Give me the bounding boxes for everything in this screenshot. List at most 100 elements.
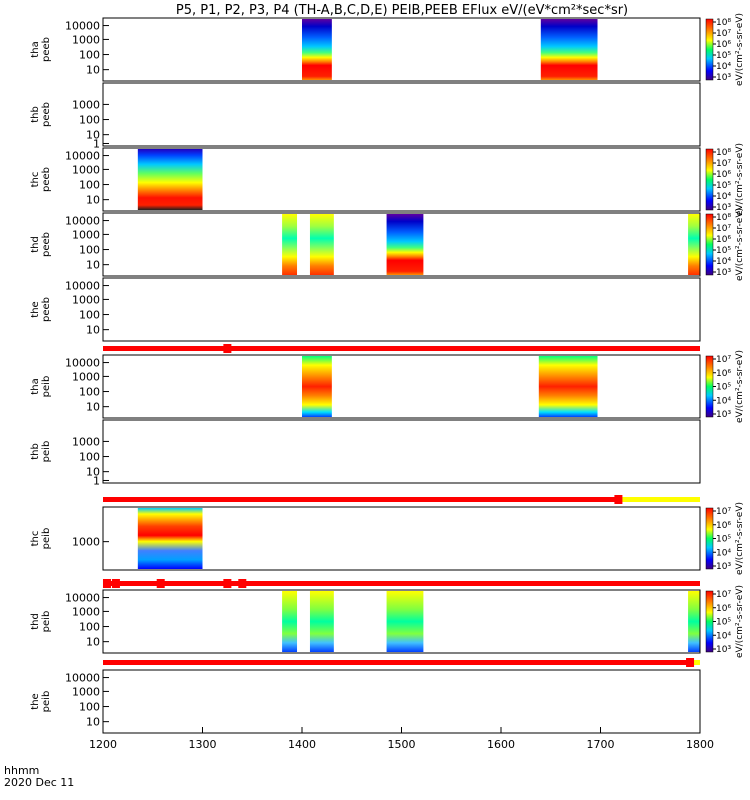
colorbar-tick-label: 10⁷ [716, 159, 731, 169]
ylabel-line: peeb [41, 102, 52, 127]
ytick-label: 100 [79, 309, 100, 322]
colorbar-thc-peib: 10³ 10⁴ 10⁵ 10⁶ 10⁷ eV/(cm²-s-sr-eV) [705, 502, 745, 575]
xtick-label: 1300 [189, 738, 217, 751]
ytick-label: 1000 [72, 685, 100, 698]
ytick-label: 1 [93, 474, 100, 487]
ylabel-line: peib [41, 376, 52, 398]
ytick-label: 10 [86, 194, 100, 207]
flag-marker [223, 344, 232, 353]
colorbar-tick-label: 10⁴ [716, 257, 731, 267]
ytick-label: 1000 [72, 536, 100, 549]
flag-bar [103, 346, 700, 351]
ytick-label: 1000 [72, 33, 100, 46]
flag-marker [102, 579, 111, 588]
spectrogram-block-thd-peeb-0 [282, 214, 298, 275]
spectrogram-block-tha-peib-0 [302, 356, 332, 417]
panel-thb-peib: 110 100 1000 thbpeib [30, 419, 701, 487]
colorbar-tick-label: 10⁵ [716, 181, 731, 191]
ylabel-line: tha [30, 41, 41, 57]
xtick-label: 1200 [89, 738, 117, 751]
x-axis: 1200 1300 1400 1500 1600 1700 1800 [89, 727, 714, 751]
panel-background [103, 420, 700, 483]
xtick-label: 1500 [388, 738, 416, 751]
flag-strip-3 [103, 658, 700, 667]
colorbar-tha-peib: 10³ 10⁴ 10⁵ 10⁶ 10⁷ eV/(cm²-s-sr-eV) [705, 350, 745, 423]
colorbar-tick-label: 10³ [716, 203, 731, 213]
spectrogram-block-thd-peeb-3 [688, 214, 700, 275]
ytick-label: 10000 [65, 20, 100, 33]
colorbar-tick-label: 10³ [716, 645, 731, 655]
panel-ylabel: thbpeib [30, 441, 52, 463]
ylabel-line: thd [30, 236, 41, 253]
ytick-label: 1000 [72, 605, 100, 618]
colorbar-gradient [705, 148, 714, 211]
colorbar-tick-label: 10⁶ [716, 521, 731, 531]
colorbar-tick-label: 10⁶ [716, 170, 731, 180]
ytick-label: 1000 [72, 163, 100, 176]
panel-background [103, 83, 700, 146]
colorbar-tick-label: 10⁵ [716, 618, 731, 628]
panel-ylabel: thepeeb [30, 297, 52, 322]
panel-ylabel: thdpeeb [30, 232, 52, 257]
ylabel-line: the [30, 301, 41, 317]
ytick-label: 100 [79, 179, 100, 192]
colorbar-tick-label: 10⁷ [716, 590, 731, 600]
ytick-label: 10000 [65, 150, 100, 163]
flag-marker [614, 495, 623, 504]
ytick-label: 100 [79, 621, 100, 634]
flag-bar [103, 581, 700, 586]
colorbar-tick-label: 10⁵ [716, 51, 731, 61]
ytick-label: 100 [79, 451, 100, 464]
ytick-label: 100 [79, 244, 100, 257]
ylabel-line: thb [30, 106, 41, 123]
ylabel-line: peib [41, 611, 52, 633]
colorbar-tick-label: 10⁸ [716, 18, 731, 28]
colorbar-tick-label: 10⁴ [716, 192, 731, 202]
colorbar-tick-label: 10³ [716, 268, 731, 278]
flag-tail [690, 660, 700, 665]
ytick-label: 10 [86, 636, 100, 649]
colorbar-tick-label: 10⁵ [716, 383, 731, 393]
ytick-label: 10 [86, 324, 100, 337]
colorbar-tick-label: 10⁶ [716, 604, 731, 614]
ytick-label: 10000 [65, 280, 100, 293]
xtick-label: 1600 [487, 738, 515, 751]
panel-background [103, 18, 700, 81]
flag-marker [111, 579, 120, 588]
ytick-label: 10 [86, 259, 100, 272]
ylabel-line: peib [41, 441, 52, 463]
colorbar-tick-label: 10³ [716, 410, 731, 420]
colorbar-tick-label: 10⁷ [716, 29, 731, 39]
ytick-label: 100 [79, 114, 100, 127]
xtick-label: 1400 [288, 738, 316, 751]
ytick-label: 100 [79, 49, 100, 62]
spectrogram-block-tha-peeb-0 [302, 19, 332, 80]
colorbar-tick-label: 10⁶ [716, 369, 731, 379]
spectrogram-block-thd-peeb-1 [309, 214, 334, 275]
spectrogram-block-tha-peib-1 [538, 356, 598, 417]
panel-ylabel: thcpeeb [30, 167, 52, 192]
ylabel-line: peib [41, 528, 52, 550]
ylabel-line: thd [30, 613, 41, 630]
colorbar-gradient [705, 18, 714, 81]
flag-strip-0 [103, 344, 700, 353]
colorbar-gradient [705, 355, 714, 418]
ytick-label: 100 [79, 701, 100, 714]
colorbar-unit: eV/(cm²-s-sr-eV) [735, 13, 745, 86]
colorbar-unit: eV/(cm²-s-sr-eV) [735, 350, 745, 423]
colorbar-tick-label: 10⁴ [716, 396, 731, 406]
colorbar-gradient [705, 507, 714, 570]
panel-ylabel: thdpeib [30, 611, 52, 633]
colorbar-tick-label: 10³ [716, 562, 731, 572]
chart-title: P5, P1, P2, P3, P4 (TH-A,B,C,D,E) PEIB,P… [176, 3, 628, 18]
colorbar-thd-peib: 10³ 10⁴ 10⁵ 10⁶ 10⁷ eV/(cm²-s-sr-eV) [705, 585, 745, 658]
panel-frame [102, 419, 701, 484]
panel-thb-peeb: 110 100 1000 thbpeeb [30, 82, 701, 150]
colorbar-tick-label: 10⁶ [716, 235, 731, 245]
colorbar-gradient [705, 213, 714, 276]
